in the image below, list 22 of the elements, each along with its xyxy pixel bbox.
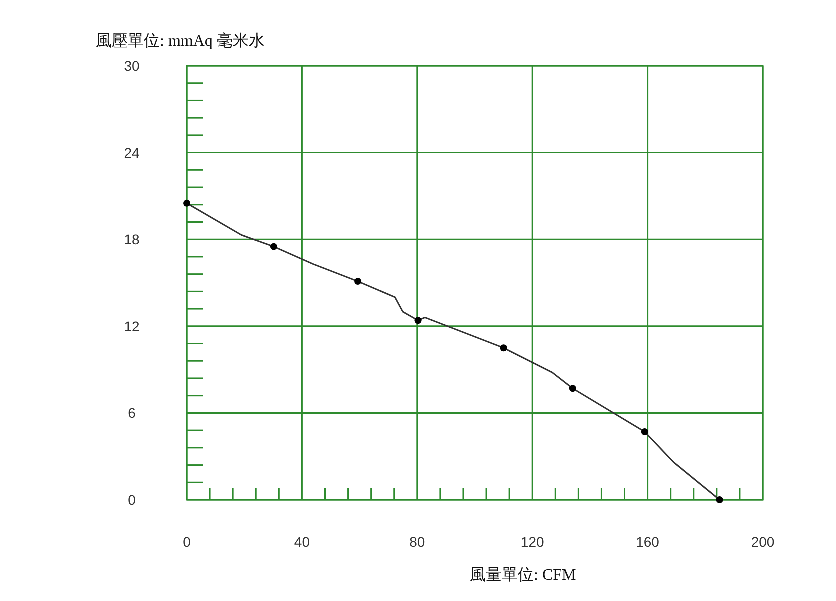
x-tick-label: 40 [294, 534, 310, 550]
x-tick-label: 120 [520, 534, 544, 550]
point [500, 344, 508, 352]
y-tick-label: 30 [124, 58, 140, 74]
y-tick-label: 18 [124, 232, 140, 248]
y-tick-label: 0 [128, 492, 136, 508]
y-tick-label: 6 [128, 405, 136, 422]
point [354, 278, 362, 286]
x-tick-label: 160 [636, 534, 660, 550]
x-tick-label: 80 [410, 534, 426, 550]
y-tick-label: 24 [124, 144, 140, 161]
point [641, 428, 648, 436]
y-tick-label: 12 [124, 318, 140, 334]
point [184, 200, 190, 207]
point [414, 317, 422, 324]
point [716, 496, 724, 504]
point [569, 385, 576, 392]
x-tick-label: 200 [751, 534, 775, 550]
x-axis-title: 風量單位: CFM [470, 567, 576, 584]
x-tick-label: 0 [183, 534, 192, 550]
point [270, 243, 278, 250]
y-axis-title: 風壓單位: mmAq 毫米水 [96, 32, 265, 50]
